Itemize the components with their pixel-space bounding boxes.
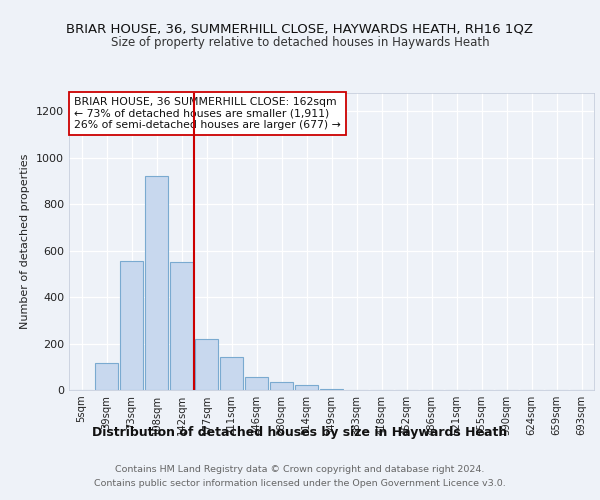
- Bar: [170, 262, 193, 390]
- Bar: [195, 339, 218, 390]
- Y-axis label: Number of detached properties: Number of detached properties: [20, 154, 31, 329]
- Text: Contains public sector information licensed under the Open Government Licence v3: Contains public sector information licen…: [94, 479, 506, 488]
- Text: Size of property relative to detached houses in Haywards Heath: Size of property relative to detached ho…: [110, 36, 490, 49]
- Bar: [220, 358, 243, 390]
- Bar: [270, 382, 293, 390]
- Text: Distribution of detached houses by size in Haywards Heath: Distribution of detached houses by size …: [92, 426, 508, 439]
- Text: BRIAR HOUSE, 36, SUMMERHILL CLOSE, HAYWARDS HEATH, RH16 1QZ: BRIAR HOUSE, 36, SUMMERHILL CLOSE, HAYWA…: [67, 22, 533, 36]
- Text: BRIAR HOUSE, 36 SUMMERHILL CLOSE: 162sqm
← 73% of detached houses are smaller (1: BRIAR HOUSE, 36 SUMMERHILL CLOSE: 162sqm…: [74, 97, 341, 130]
- Bar: [95, 364, 118, 390]
- Bar: [145, 176, 168, 390]
- Bar: [245, 377, 268, 390]
- Bar: [295, 386, 318, 390]
- Bar: [120, 261, 143, 390]
- Text: Contains HM Land Registry data © Crown copyright and database right 2024.: Contains HM Land Registry data © Crown c…: [115, 464, 485, 473]
- Bar: [320, 389, 343, 390]
